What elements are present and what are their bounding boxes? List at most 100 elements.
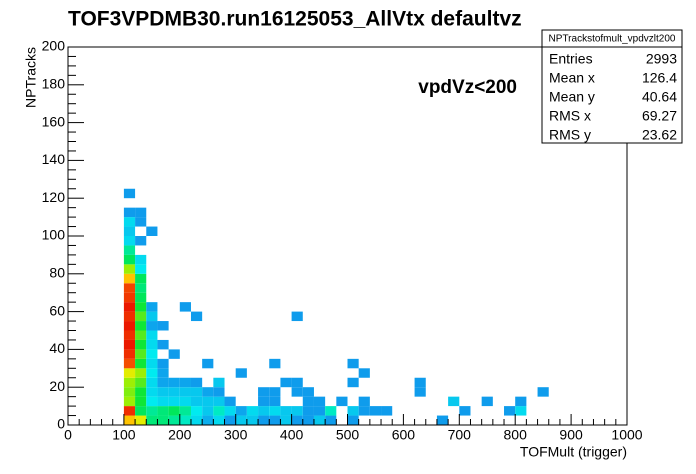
y-tick-label: 0 (57, 416, 65, 432)
cell (135, 377, 147, 388)
stats-box: NPTrackstofmult_vpdvzlt200 (541, 29, 683, 144)
cell (313, 415, 326, 425)
stats-value: 69.27 (642, 108, 677, 124)
cell (135, 339, 147, 350)
cell (235, 406, 247, 416)
cell (146, 339, 158, 350)
cell (146, 368, 158, 378)
cell (123, 321, 136, 331)
x-tick-label: 300 (224, 427, 248, 443)
cell (157, 396, 169, 407)
cell (347, 358, 359, 369)
cell (302, 415, 314, 425)
cell (135, 283, 147, 293)
cell (123, 188, 136, 199)
cell (146, 406, 158, 416)
cell (123, 387, 136, 397)
cell (168, 377, 180, 388)
cell (168, 349, 180, 359)
cell (123, 283, 136, 293)
cell (123, 406, 136, 416)
cell (202, 358, 214, 369)
cell (157, 406, 169, 416)
cell (291, 415, 303, 425)
cell (448, 396, 460, 407)
y-tick-label: 60 (49, 302, 65, 318)
cell (135, 264, 147, 274)
cells (123, 188, 549, 425)
cell (302, 387, 314, 397)
cell (179, 415, 191, 425)
cell (179, 406, 191, 416)
cell (157, 321, 169, 331)
cell (157, 339, 169, 350)
cell (123, 254, 136, 265)
y-tick-label: 200 (42, 38, 66, 54)
stats-frame (541, 29, 683, 144)
cell (157, 358, 169, 369)
cell (190, 415, 203, 425)
cell (146, 321, 158, 331)
cell (157, 377, 169, 388)
cell (123, 292, 136, 303)
cell (123, 217, 136, 227)
x-tick-label: 700 (448, 427, 472, 443)
cell (414, 387, 426, 397)
cell (291, 311, 303, 322)
cell (336, 396, 348, 407)
cell (235, 415, 247, 425)
cell (269, 396, 281, 407)
y-tick-label: 160 (42, 113, 66, 129)
cell (123, 349, 136, 359)
cell (157, 415, 169, 425)
cell (246, 415, 259, 425)
stats-label: RMS x (549, 108, 591, 124)
cell (213, 377, 225, 388)
cell (168, 396, 180, 407)
cell (515, 396, 527, 407)
cell (325, 406, 337, 416)
cell (291, 387, 303, 397)
cell (123, 302, 136, 312)
cell (224, 396, 236, 407)
cell (190, 396, 203, 407)
x-tick-label: 1000 (611, 427, 642, 443)
stats-label: Entries (549, 51, 593, 67)
y-tick-label: 40 (49, 340, 65, 356)
cell (135, 236, 147, 246)
cell (347, 377, 359, 388)
x-tick-label: 900 (559, 427, 583, 443)
cell (302, 396, 314, 407)
cell (269, 415, 281, 425)
cell (146, 358, 158, 369)
cell (135, 330, 147, 340)
cell (202, 415, 214, 425)
cell (190, 377, 203, 388)
cell (246, 406, 259, 416)
cell (168, 415, 180, 425)
cell (258, 396, 270, 407)
cell (414, 377, 426, 388)
cell (135, 311, 147, 322)
cell (135, 254, 147, 265)
cell (179, 387, 191, 397)
cell (135, 321, 147, 331)
cell (313, 406, 326, 416)
y-axis-label: NPTracks (23, 47, 39, 108)
cell (146, 349, 158, 359)
cell (213, 387, 225, 397)
cell (269, 387, 281, 397)
cell (358, 396, 370, 407)
stats-value: 40.64 (642, 89, 677, 105)
cell (280, 406, 292, 416)
cell (135, 415, 147, 425)
cell (123, 226, 136, 236)
cell (291, 377, 303, 388)
cell (146, 387, 158, 397)
cell (157, 387, 169, 397)
cell (146, 226, 158, 236)
cell (202, 396, 214, 407)
cell (146, 415, 158, 425)
cell (347, 406, 359, 416)
